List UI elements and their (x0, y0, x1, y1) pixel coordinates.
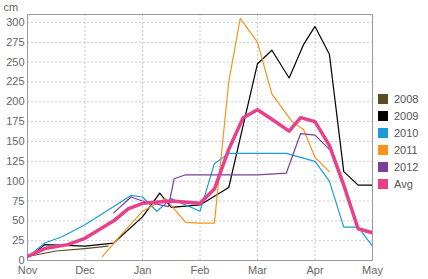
svg-text:75: 75 (12, 195, 24, 207)
svg-text:275: 275 (6, 36, 24, 48)
svg-text:125: 125 (6, 155, 24, 167)
svg-text:Feb: Feb (191, 264, 210, 276)
svg-text:cm: cm (4, 1, 19, 13)
svg-text:Nov: Nov (18, 264, 38, 276)
svg-text:300: 300 (6, 16, 24, 28)
html-text:Avg: Avg (394, 177, 413, 190)
svg-text:Mar: Mar (248, 264, 267, 276)
html-text:2009: 2009 (394, 109, 419, 122)
svg-text:Jan: Jan (134, 264, 152, 276)
svg-text:150: 150 (6, 135, 24, 147)
svg-text:Dec: Dec (75, 264, 95, 276)
html-text:2011: 2011 (394, 143, 418, 156)
svg-text:250: 250 (6, 56, 24, 68)
svg-text:225: 225 (6, 75, 24, 87)
html-text:2012: 2012 (394, 160, 419, 173)
svg-text:25: 25 (12, 234, 24, 246)
svg-text:50: 50 (12, 214, 24, 226)
svg-text:May: May (362, 264, 383, 276)
svg-text:0: 0 (18, 254, 25, 266)
svg-text:200: 200 (6, 95, 24, 107)
svg-text:Apr: Apr (306, 264, 323, 276)
svg-text:100: 100 (6, 175, 24, 187)
svg-text:175: 175 (6, 115, 24, 127)
html-text:2008: 2008 (394, 92, 419, 105)
html-text:2010: 2010 (394, 126, 419, 139)
